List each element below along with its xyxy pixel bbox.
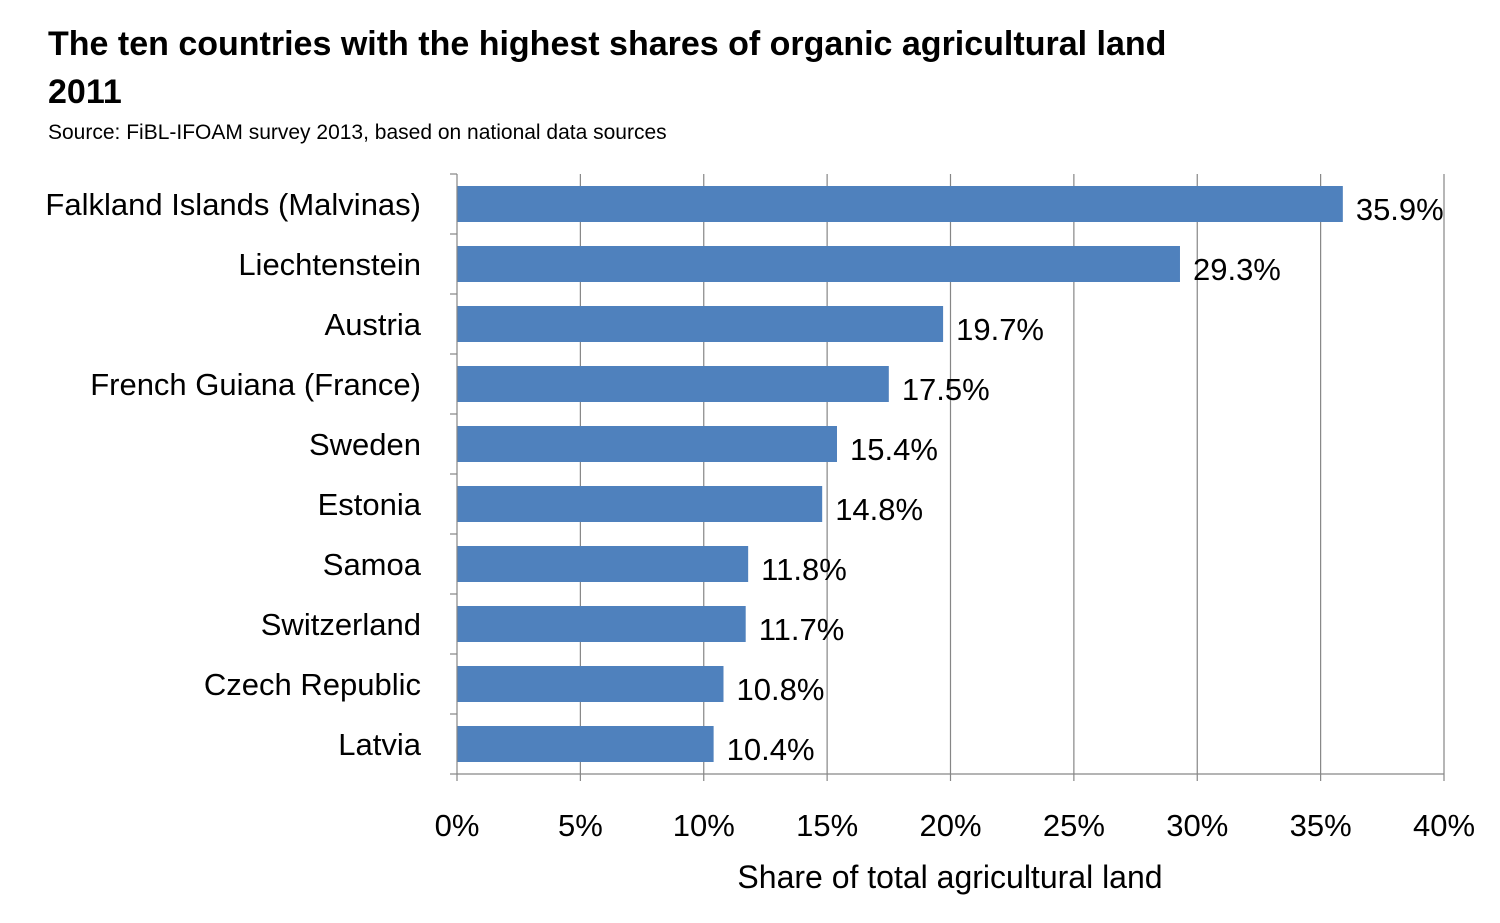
chart-subtitle: Source: FiBL-IFOAM survey 2013, based on… bbox=[48, 121, 667, 144]
axes bbox=[450, 173, 1445, 781]
data-label: 19.7% bbox=[956, 312, 1044, 347]
bar bbox=[457, 246, 1180, 282]
bar bbox=[457, 666, 724, 702]
x-tick-label: 30% bbox=[1166, 808, 1228, 843]
category-label: Sweden bbox=[309, 427, 421, 462]
chart-title-line1: The ten countries with the highest share… bbox=[48, 25, 1167, 63]
category-label: Samoa bbox=[323, 547, 422, 582]
data-label: 10.8% bbox=[736, 672, 824, 707]
data-label: 14.8% bbox=[835, 492, 923, 527]
x-axis-title: Share of total agricultural land bbox=[737, 859, 1162, 895]
category-label: Falkland Islands (Malvinas) bbox=[45, 187, 421, 222]
bar bbox=[457, 726, 714, 762]
x-tick-label: 15% bbox=[796, 808, 858, 843]
bars bbox=[457, 186, 1343, 762]
data-label: 11.7% bbox=[759, 612, 845, 647]
category-label: Latvia bbox=[338, 727, 421, 762]
x-tick-label: 0% bbox=[435, 808, 480, 843]
data-label: 29.3% bbox=[1193, 252, 1281, 287]
chart-title-line2: 2011 bbox=[48, 73, 122, 111]
labels: 0% 5% 10% 15% 20% 25% 30% 35% 40% Falkland Island… bbox=[45, 187, 1475, 843]
data-label: 11.8% bbox=[761, 552, 847, 587]
bar bbox=[457, 186, 1343, 222]
x-tick-label: 10% bbox=[673, 808, 735, 843]
x-tick-label: 35% bbox=[1290, 808, 1352, 843]
data-label: 10.4% bbox=[727, 732, 815, 767]
x-tick-label: 5% bbox=[558, 808, 603, 843]
category-label: Czech Republic bbox=[204, 667, 421, 702]
x-tick-label: 20% bbox=[919, 808, 981, 843]
category-label: Estonia bbox=[318, 487, 422, 522]
bar bbox=[457, 606, 746, 642]
bar bbox=[457, 366, 889, 402]
category-label: Switzerland bbox=[261, 607, 421, 642]
category-label: French Guiana (France) bbox=[90, 367, 421, 402]
x-tick-label: 40% bbox=[1413, 808, 1475, 843]
bar bbox=[457, 426, 837, 462]
chart-title: The ten countries with the highest share… bbox=[48, 20, 1348, 116]
data-label: 35.9% bbox=[1356, 192, 1444, 227]
category-label: Austria bbox=[325, 307, 422, 342]
data-label: 15.4% bbox=[850, 432, 938, 467]
data-label: 17.5% bbox=[902, 372, 990, 407]
x-tick-label: 25% bbox=[1043, 808, 1105, 843]
bar bbox=[457, 486, 823, 522]
bar bbox=[457, 546, 749, 582]
category-label: Liechtenstein bbox=[238, 247, 421, 282]
bar bbox=[457, 306, 944, 342]
